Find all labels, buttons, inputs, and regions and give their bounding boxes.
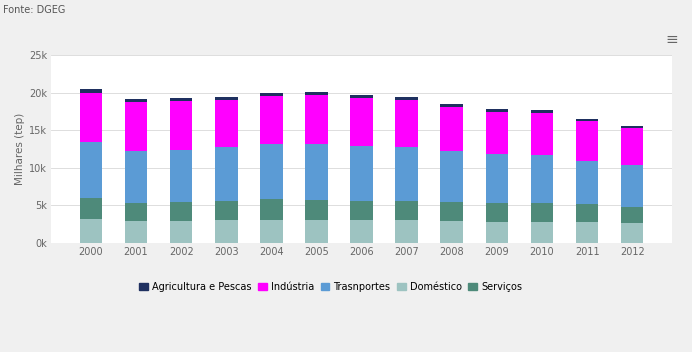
Bar: [260, 144, 282, 199]
Bar: [80, 93, 102, 142]
Bar: [576, 204, 599, 222]
Bar: [170, 221, 192, 243]
Bar: [125, 102, 147, 151]
Bar: [441, 107, 463, 151]
Bar: [621, 207, 644, 223]
Bar: [80, 89, 102, 93]
Bar: [441, 151, 463, 202]
Bar: [260, 96, 282, 144]
Bar: [621, 165, 644, 207]
Bar: [531, 203, 553, 222]
Bar: [80, 219, 102, 243]
Bar: [215, 201, 237, 220]
Bar: [576, 119, 599, 121]
Bar: [260, 220, 282, 243]
Bar: [260, 93, 282, 96]
Bar: [305, 200, 328, 220]
Bar: [170, 150, 192, 202]
Bar: [350, 201, 373, 220]
Bar: [350, 95, 373, 98]
Bar: [395, 201, 418, 220]
Bar: [305, 92, 328, 95]
Bar: [170, 101, 192, 150]
Bar: [215, 100, 237, 147]
Bar: [486, 203, 508, 222]
Bar: [395, 220, 418, 243]
Bar: [576, 222, 599, 243]
Text: Fonte: DGEG: Fonte: DGEG: [3, 5, 66, 15]
Bar: [576, 121, 599, 161]
Bar: [125, 203, 147, 221]
Bar: [305, 144, 328, 200]
Bar: [170, 98, 192, 101]
Bar: [441, 202, 463, 221]
Bar: [621, 223, 644, 243]
Bar: [395, 97, 418, 100]
Bar: [621, 128, 644, 165]
Bar: [395, 100, 418, 147]
Bar: [80, 199, 102, 219]
Bar: [215, 220, 237, 243]
Bar: [80, 142, 102, 199]
Bar: [305, 220, 328, 243]
Y-axis label: Milhares (tep): Milhares (tep): [15, 113, 25, 185]
Bar: [125, 151, 147, 203]
Bar: [125, 221, 147, 243]
Bar: [215, 147, 237, 201]
Bar: [486, 112, 508, 154]
Bar: [170, 202, 192, 221]
Bar: [531, 222, 553, 243]
Text: ≡: ≡: [665, 32, 678, 48]
Bar: [260, 199, 282, 220]
Bar: [486, 154, 508, 203]
Bar: [576, 161, 599, 204]
Bar: [305, 95, 328, 144]
Bar: [350, 220, 373, 243]
Bar: [531, 113, 553, 155]
Legend: Agricultura e Pescas, Indústria, Trasnportes, Doméstico, Serviços: Agricultura e Pescas, Indústria, Trasnpo…: [135, 278, 526, 296]
Bar: [441, 221, 463, 243]
Bar: [486, 109, 508, 112]
Bar: [350, 98, 373, 146]
Bar: [395, 147, 418, 201]
Bar: [125, 99, 147, 102]
Bar: [441, 104, 463, 107]
Bar: [531, 155, 553, 203]
Bar: [621, 126, 644, 128]
Bar: [215, 97, 237, 100]
Bar: [531, 110, 553, 113]
Bar: [486, 222, 508, 243]
Bar: [350, 146, 373, 201]
